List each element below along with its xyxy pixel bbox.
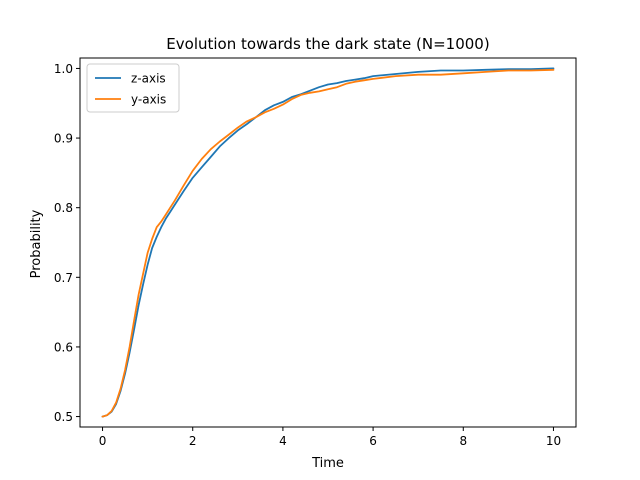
legend-box [86, 63, 180, 113]
plot-area [101, 67, 555, 418]
series-line-y-axis [101, 68, 555, 418]
axes: 0 2 4 6 8 10 0.5 0.6 0.7 0.8 0.9 1.0 [54, 57, 577, 448]
y-axis-label: Probability [29, 209, 44, 278]
y-tick-label: 0.6 [54, 340, 73, 354]
y-tick-label: 0.5 [54, 410, 73, 424]
x-tick-label: 4 [279, 434, 287, 448]
series-line-z-axis [101, 67, 555, 418]
x-tick-label: 2 [189, 434, 197, 448]
y-tick-label: 0.7 [54, 271, 73, 285]
x-tick-label: 8 [459, 434, 467, 448]
legend: z-axis y-axis [86, 63, 180, 113]
y-tick-label: 0.8 [54, 201, 73, 215]
y-tick-label: 1.0 [54, 62, 73, 76]
axes-frame [79, 57, 577, 428]
x-tick-label: 6 [369, 434, 377, 448]
x-tick-label: 10 [546, 434, 561, 448]
legend-label-y-axis: y-axis [131, 93, 166, 107]
x-axis-label: Time [311, 456, 344, 471]
y-tick-label: 0.9 [54, 132, 73, 146]
x-tick-label: 0 [99, 434, 107, 448]
chart-title: Evolution towards the dark state (N=1000… [166, 35, 489, 53]
legend-label-z-axis: z-axis [131, 72, 166, 86]
